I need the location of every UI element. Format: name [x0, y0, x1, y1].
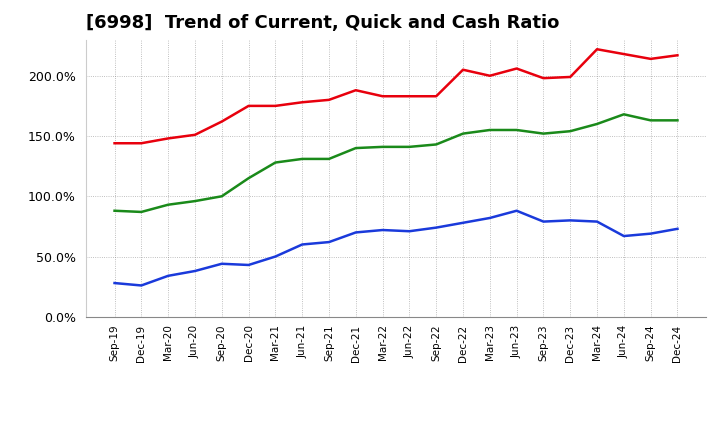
- Current Ratio: [673, 53, 682, 58]
- Quick Ratio: [137, 209, 145, 215]
- Cash Ratio: [137, 283, 145, 288]
- Quick Ratio: [539, 131, 548, 136]
- Cash Ratio: [325, 239, 333, 245]
- Current Ratio: [271, 103, 279, 109]
- Current Ratio: [378, 94, 387, 99]
- Quick Ratio: [351, 146, 360, 151]
- Quick Ratio: [164, 202, 173, 207]
- Quick Ratio: [298, 156, 307, 161]
- Current Ratio: [164, 136, 173, 141]
- Cash Ratio: [405, 229, 414, 234]
- Cash Ratio: [485, 215, 494, 220]
- Cash Ratio: [459, 220, 467, 225]
- Line: Current Ratio: Current Ratio: [114, 49, 678, 143]
- Cash Ratio: [539, 219, 548, 224]
- Quick Ratio: [432, 142, 441, 147]
- Cash Ratio: [513, 208, 521, 213]
- Current Ratio: [566, 74, 575, 80]
- Current Ratio: [513, 66, 521, 71]
- Current Ratio: [137, 141, 145, 146]
- Current Ratio: [593, 47, 601, 52]
- Current Ratio: [191, 132, 199, 137]
- Current Ratio: [485, 73, 494, 78]
- Current Ratio: [244, 103, 253, 109]
- Cash Ratio: [647, 231, 655, 236]
- Quick Ratio: [673, 118, 682, 123]
- Quick Ratio: [513, 127, 521, 132]
- Text: [6998]  Trend of Current, Quick and Cash Ratio: [6998] Trend of Current, Quick and Cash …: [86, 15, 559, 33]
- Cash Ratio: [566, 218, 575, 223]
- Cash Ratio: [217, 261, 226, 266]
- Cash Ratio: [351, 230, 360, 235]
- Quick Ratio: [485, 127, 494, 132]
- Current Ratio: [351, 88, 360, 93]
- Quick Ratio: [593, 121, 601, 127]
- Quick Ratio: [405, 144, 414, 150]
- Cash Ratio: [593, 219, 601, 224]
- Quick Ratio: [378, 144, 387, 150]
- Cash Ratio: [432, 225, 441, 230]
- Quick Ratio: [647, 118, 655, 123]
- Quick Ratio: [566, 128, 575, 134]
- Current Ratio: [647, 56, 655, 62]
- Cash Ratio: [271, 254, 279, 259]
- Cash Ratio: [378, 227, 387, 233]
- Cash Ratio: [619, 233, 628, 238]
- Quick Ratio: [459, 131, 467, 136]
- Line: Cash Ratio: Cash Ratio: [114, 211, 678, 286]
- Quick Ratio: [244, 176, 253, 181]
- Cash Ratio: [298, 242, 307, 247]
- Cash Ratio: [164, 273, 173, 279]
- Cash Ratio: [244, 262, 253, 268]
- Current Ratio: [298, 99, 307, 105]
- Current Ratio: [110, 141, 119, 146]
- Quick Ratio: [619, 112, 628, 117]
- Line: Quick Ratio: Quick Ratio: [114, 114, 678, 212]
- Current Ratio: [217, 119, 226, 124]
- Current Ratio: [539, 76, 548, 81]
- Quick Ratio: [110, 208, 119, 213]
- Cash Ratio: [673, 226, 682, 231]
- Cash Ratio: [110, 280, 119, 286]
- Cash Ratio: [191, 268, 199, 274]
- Current Ratio: [432, 94, 441, 99]
- Quick Ratio: [217, 194, 226, 199]
- Current Ratio: [619, 51, 628, 57]
- Current Ratio: [325, 97, 333, 103]
- Quick Ratio: [191, 198, 199, 204]
- Quick Ratio: [325, 156, 333, 161]
- Current Ratio: [459, 67, 467, 72]
- Current Ratio: [405, 94, 414, 99]
- Quick Ratio: [271, 160, 279, 165]
